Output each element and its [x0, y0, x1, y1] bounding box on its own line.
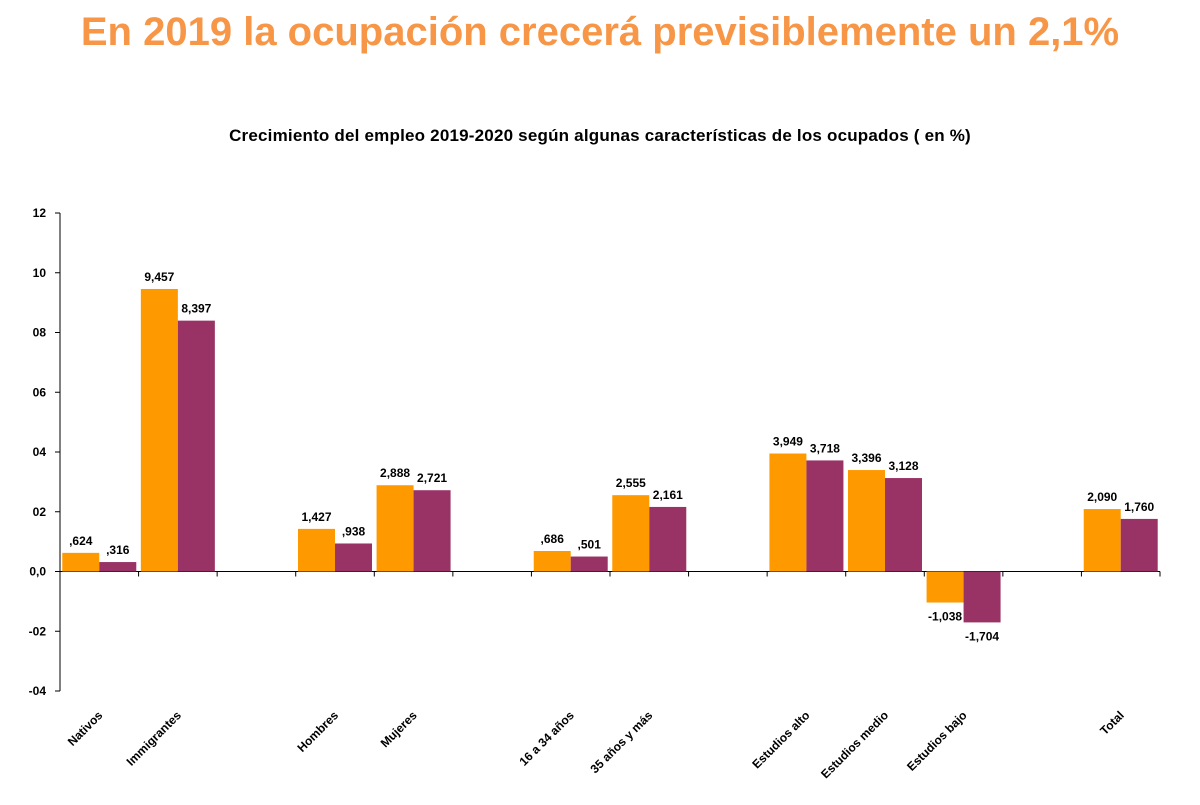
data-label: ,501	[578, 538, 602, 552]
bar-series-1	[533, 551, 571, 572]
bar-series-2	[99, 562, 137, 572]
category-label: 16 a 34 años	[516, 708, 577, 769]
data-label: ,686	[541, 532, 565, 546]
data-label: 2,555	[616, 476, 646, 490]
data-label: 2,721	[417, 471, 447, 485]
chart-title: Crecimiento del empleo 2019-2020 según a…	[229, 126, 971, 145]
category-label: Estudios bajo	[904, 708, 970, 774]
data-label: 1,760	[1124, 500, 1154, 514]
bar-series-1	[926, 571, 964, 603]
category-label: Hombres	[294, 708, 341, 755]
data-label: 3,128	[888, 459, 918, 473]
data-label: 2,888	[380, 466, 410, 480]
bar-series-2	[1120, 518, 1158, 572]
y-tick-label: 0,0	[29, 565, 46, 579]
data-label: 3,949	[773, 435, 803, 449]
y-tick-label: 08	[33, 326, 47, 340]
bar-series-1	[376, 485, 414, 572]
data-label: 8,397	[181, 302, 211, 316]
data-label: 3,718	[810, 441, 840, 455]
page-title: En 2019 la ocupación crecerá previsiblem…	[80, 10, 1120, 54]
bar-series-1	[769, 453, 807, 572]
category-label: 35 años y más	[587, 708, 655, 776]
data-label: 1,427	[301, 510, 331, 524]
category-label: Immigrantes	[124, 708, 185, 769]
data-label: -1,038	[928, 610, 962, 624]
category-label: Total	[1097, 708, 1127, 738]
y-tick-label: -04	[29, 684, 47, 698]
data-label: ,938	[342, 524, 366, 538]
data-label: ,624	[69, 534, 93, 548]
category-label: Nativos	[65, 708, 106, 749]
bar-series-1	[848, 470, 885, 572]
bar-series-2	[649, 506, 687, 572]
category-label: Mujeres	[378, 708, 420, 750]
bar-series-2	[413, 490, 451, 572]
bar-series-1	[62, 552, 100, 572]
y-tick-label: 04	[33, 445, 47, 459]
y-tick-label: 10	[33, 266, 47, 280]
category-label: Estudios medio	[818, 708, 891, 781]
data-label: 2,090	[1087, 490, 1117, 504]
data-label: -1,704	[965, 629, 999, 643]
bar-series-1	[1083, 509, 1121, 572]
bar-series-2	[885, 478, 922, 572]
bar-series-2	[335, 543, 372, 572]
category-label: Estudios alto	[749, 708, 812, 771]
data-label: ,316	[106, 543, 130, 557]
bar-series-2	[177, 320, 215, 572]
data-label: 2,161	[653, 488, 683, 502]
y-tick-label: 12	[33, 206, 47, 220]
y-tick-label: 06	[33, 385, 47, 399]
bar-series-1	[612, 495, 650, 572]
bar-series-2	[806, 460, 844, 572]
bar-series-2	[963, 571, 1001, 623]
bar-series-1	[140, 288, 178, 572]
y-tick-label: -02	[29, 624, 47, 638]
bar-series-1	[298, 528, 335, 572]
bar-series-2	[570, 556, 608, 572]
data-label: 3,396	[851, 451, 881, 465]
data-label: 9,457	[144, 270, 174, 284]
y-tick-label: 02	[33, 505, 47, 519]
